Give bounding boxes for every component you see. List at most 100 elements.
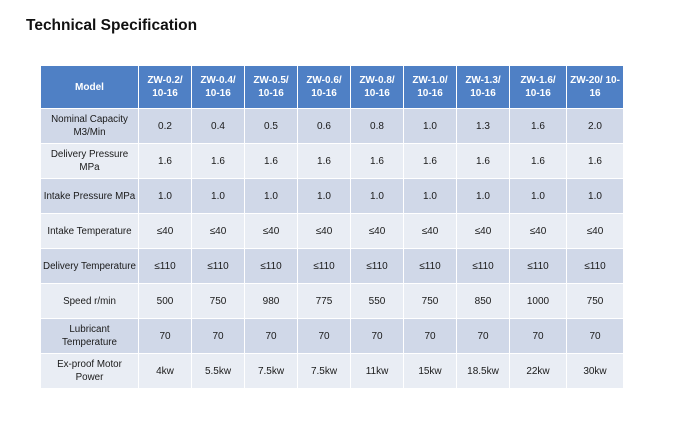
table-cell: 750	[191, 283, 245, 319]
model-column-header: ZW-0.8/ 10-16	[350, 65, 404, 109]
table-cell: 70	[191, 318, 245, 354]
table-cell: ≤110	[509, 248, 567, 284]
table-cell: 1.0	[350, 178, 404, 214]
table-cell: 0.5	[244, 108, 298, 144]
model-column-header: ZW-1.3/ 10-16	[456, 65, 510, 109]
table-cell: 22kw	[509, 353, 567, 389]
model-column-header: ZW-1.6/ 10-16	[509, 65, 567, 109]
table-cell: ≤110	[244, 248, 298, 284]
model-column-header: ZW-0.2/ 10-16	[138, 65, 192, 109]
table-cell: ≤110	[566, 248, 624, 284]
table-cell: 1000	[509, 283, 567, 319]
model-column-header: ZW-20/ 10-16	[566, 65, 624, 109]
table-cell: 1.6	[244, 143, 298, 179]
table-cell: 7.5kw	[244, 353, 298, 389]
table-cell: 500	[138, 283, 192, 319]
table-cell: ≤110	[297, 248, 351, 284]
table-cell: 1.0	[403, 108, 457, 144]
table-cell: ≤40	[244, 213, 298, 249]
table-cell: ≤40	[297, 213, 351, 249]
table-cell: 1.6	[509, 108, 567, 144]
table-cell: ≤40	[566, 213, 624, 249]
table-row: Delivery Pressure MPa 1.6 1.6 1.6 1.6 1.…	[40, 143, 624, 179]
row-label: Nominal Capacity M3/Min	[40, 108, 139, 144]
page-title: Technical Specification	[26, 17, 198, 34]
table-cell: 1.6	[350, 143, 404, 179]
table-cell: 7.5kw	[297, 353, 351, 389]
table-cell: 0.8	[350, 108, 404, 144]
table-cell: 2.0	[566, 108, 624, 144]
row-label: Speed r/min	[40, 283, 139, 319]
table-cell: 1.6	[138, 143, 192, 179]
table-row: Intake Temperature ≤40 ≤40 ≤40 ≤40 ≤40 ≤…	[40, 213, 624, 249]
row-label: Intake Temperature	[40, 213, 139, 249]
table-cell: 1.6	[509, 143, 567, 179]
table-cell: 550	[350, 283, 404, 319]
header-row: Model ZW-0.2/ 10-16 ZW-0.4/ 10-16 ZW-0.5…	[40, 65, 624, 109]
model-column-header: ZW-0.5/ 10-16	[244, 65, 298, 109]
table-cell: 5.5kw	[191, 353, 245, 389]
spec-table: Model ZW-0.2/ 10-16 ZW-0.4/ 10-16 ZW-0.5…	[40, 65, 624, 389]
table-cell: 30kw	[566, 353, 624, 389]
table-cell: 1.6	[403, 143, 457, 179]
table-cell: 1.0	[191, 178, 245, 214]
table-cell: 1.0	[403, 178, 457, 214]
table-row: Ex-proof Motor Power 4kw 5.5kw 7.5kw 7.5…	[40, 353, 624, 389]
model-column-header: ZW-0.4/ 10-16	[191, 65, 245, 109]
table-row: Lubricant Temperature 70 70 70 70 70 70 …	[40, 318, 624, 354]
table-cell: ≤40	[456, 213, 510, 249]
table-cell: ≤110	[403, 248, 457, 284]
table-cell: 4kw	[138, 353, 192, 389]
table-cell: 0.4	[191, 108, 245, 144]
table-cell: 15kw	[403, 353, 457, 389]
table-cell: ≤40	[191, 213, 245, 249]
row-label: Intake Pressure MPa	[40, 178, 139, 214]
table-cell: ≤110	[350, 248, 404, 284]
row-label: Delivery Pressure MPa	[40, 143, 139, 179]
table-cell: 1.6	[456, 143, 510, 179]
row-label: Lubricant Temperature	[40, 318, 139, 354]
table-cell: 750	[403, 283, 457, 319]
table-cell: 850	[456, 283, 510, 319]
table-cell: 1.0	[138, 178, 192, 214]
table-cell: ≤110	[138, 248, 192, 284]
table-cell: 1.0	[509, 178, 567, 214]
row-label: Ex-proof Motor Power	[40, 353, 139, 389]
table-cell: ≤40	[403, 213, 457, 249]
model-column-header: ZW-0.6/ 10-16	[297, 65, 351, 109]
model-header: Model	[40, 65, 139, 109]
table-row: Nominal Capacity M3/Min 0.2 0.4 0.5 0.6 …	[40, 108, 624, 144]
table-cell: 1.6	[191, 143, 245, 179]
table-cell: ≤40	[138, 213, 192, 249]
table-cell: 70	[456, 318, 510, 354]
table-cell: 750	[566, 283, 624, 319]
table-row: Intake Pressure MPa 1.0 1.0 1.0 1.0 1.0 …	[40, 178, 624, 214]
table-cell: 980	[244, 283, 298, 319]
table-cell: 70	[509, 318, 567, 354]
table-cell: 70	[138, 318, 192, 354]
table-cell: 18.5kw	[456, 353, 510, 389]
table-cell: 70	[297, 318, 351, 354]
table-row: Delivery Temperature ≤110 ≤110 ≤110 ≤110…	[40, 248, 624, 284]
table-cell: 1.0	[456, 178, 510, 214]
table-cell: 1.6	[566, 143, 624, 179]
table-cell: 0.2	[138, 108, 192, 144]
table-cell: 70	[244, 318, 298, 354]
table-cell: 70	[566, 318, 624, 354]
table-cell: 1.0	[244, 178, 298, 214]
table-cell: 70	[350, 318, 404, 354]
table-row: Speed r/min 500 750 980 775 550 750 850 …	[40, 283, 624, 319]
table-cell: 1.6	[297, 143, 351, 179]
table-cell: 1.0	[566, 178, 624, 214]
table-cell: 775	[297, 283, 351, 319]
table-cell: ≤40	[350, 213, 404, 249]
row-label: Delivery Temperature	[40, 248, 139, 284]
table-cell: ≤40	[509, 213, 567, 249]
table-cell: ≤110	[456, 248, 510, 284]
table-cell: 1.3	[456, 108, 510, 144]
table-cell: 11kw	[350, 353, 404, 389]
table-cell: 0.6	[297, 108, 351, 144]
table-cell: 1.0	[297, 178, 351, 214]
model-column-header: ZW-1.0/ 10-16	[403, 65, 457, 109]
table-cell: ≤110	[191, 248, 245, 284]
